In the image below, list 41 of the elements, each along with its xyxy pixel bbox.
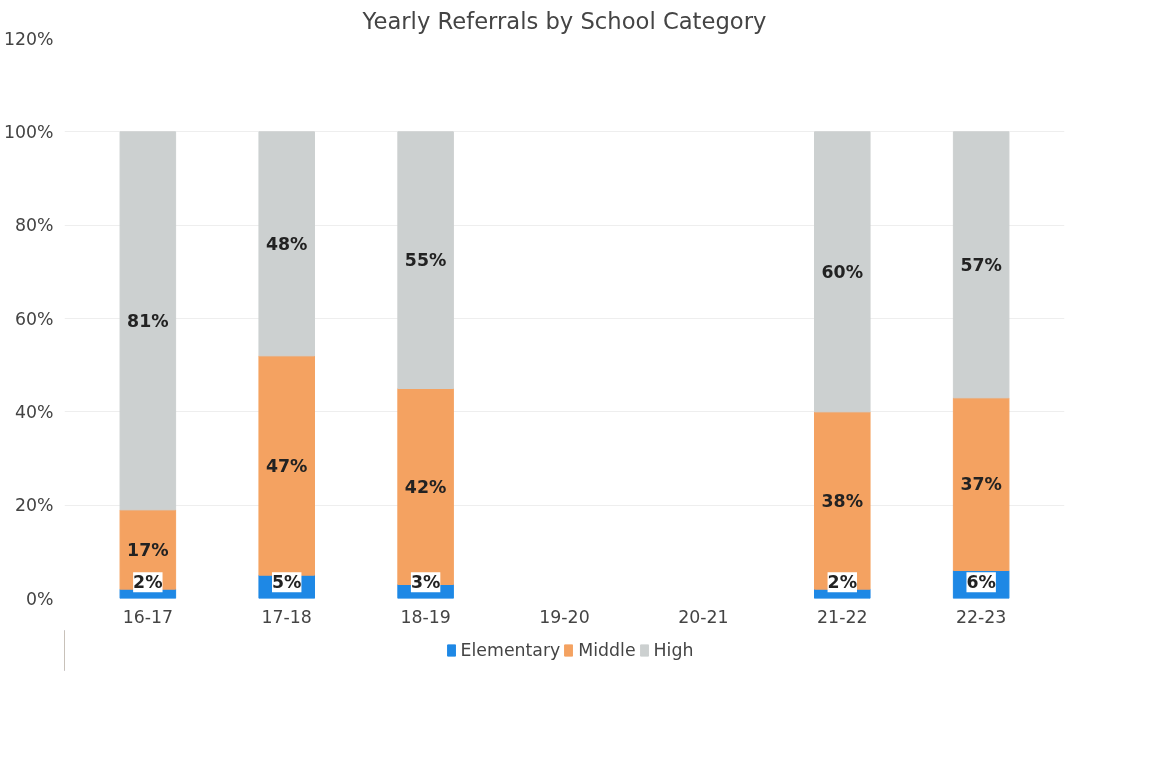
x-tick-label: 18-19 [400,606,451,627]
x-tick-label: 16-17 [122,606,174,627]
data-label: 37% [960,474,1002,495]
x-tick-label: 21-22 [817,606,868,627]
x-tick-label: 19-20 [539,606,590,627]
bar [258,355,315,576]
data-label: 60% [821,261,864,282]
bar [397,131,454,389]
bar [952,131,1010,399]
legend-label: Elementary [460,640,561,660]
y-tick-label: 0% [26,588,54,609]
x-tick-label: 22-23 [955,606,1007,627]
y-tick-label: 20% [14,495,54,516]
data-label: 57% [960,254,1002,275]
bar [952,397,1010,571]
bar [258,131,315,357]
legend-label: High [653,640,694,660]
y-tick-label: 80% [14,215,54,236]
legend-label: Middle [578,640,636,660]
data-label: 38% [821,490,864,511]
x-tick-label: 17-18 [261,606,312,627]
y-tick-label: 100% [3,121,54,142]
data-label: 2% [133,572,163,593]
data-label: 48% [265,233,308,254]
data-label: 3% [410,572,441,593]
data-label: 81% [127,310,169,331]
data-label: 47% [265,455,308,476]
data-label: 55% [404,250,447,271]
data-label: 42% [404,476,447,497]
bar [814,131,871,413]
y-tick-label: 40% [14,401,54,422]
data-label: 6% [966,572,996,593]
y-tick-label: 120% [3,28,54,49]
data-label: 17% [127,539,169,560]
y-tick-label: 60% [14,308,54,329]
data-label: 2% [827,572,857,593]
x-tick-label: 20-21 [678,606,729,627]
bar [814,411,871,590]
data-label: 5% [272,572,302,593]
bar [119,131,177,511]
chart-title: Yearly Referrals by School Category [361,7,767,34]
